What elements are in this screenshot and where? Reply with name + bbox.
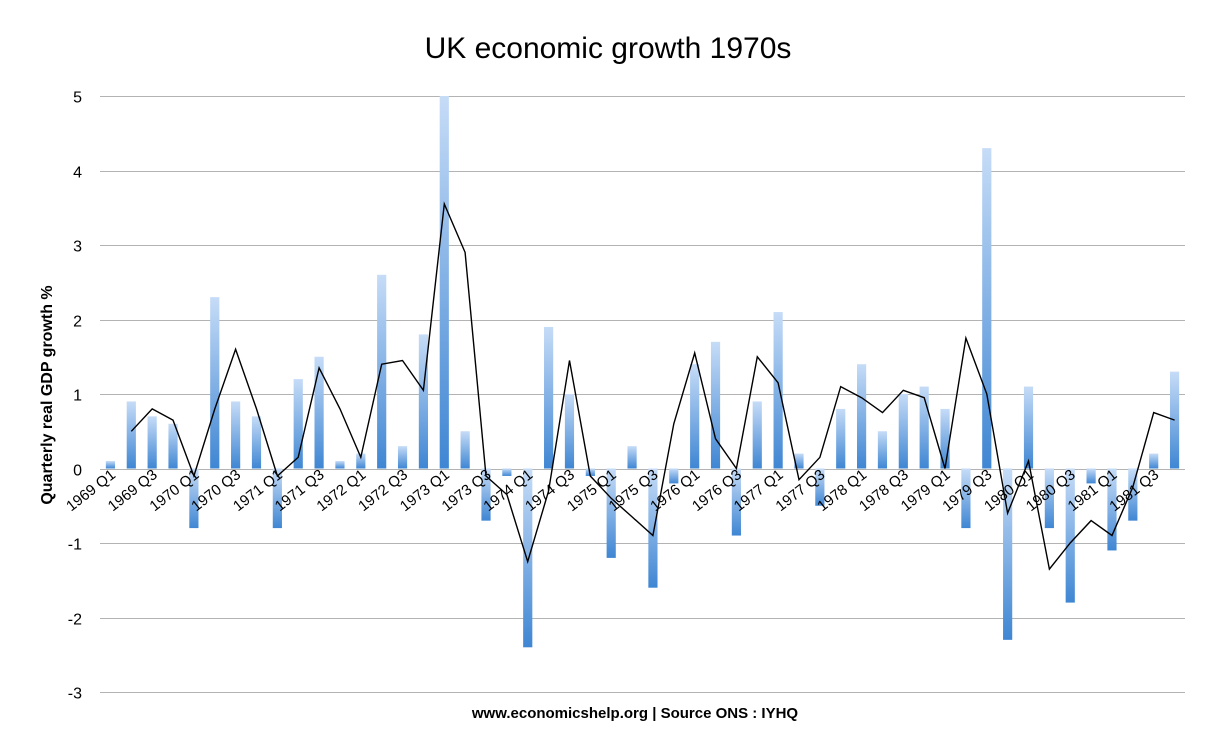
- bar: [272, 468, 282, 529]
- bar: [460, 431, 470, 469]
- bar: [564, 394, 575, 469]
- y-tick-label: 2: [73, 314, 82, 331]
- line-series: [130, 201, 1175, 571]
- bar: [397, 446, 408, 469]
- bar: [1044, 468, 1054, 529]
- bar: [1086, 468, 1096, 484]
- chart-title: UK economic growth 1970s: [425, 32, 792, 65]
- bar: [1065, 468, 1075, 603]
- bar: [523, 468, 533, 648]
- y-tick-label: 0: [73, 463, 82, 480]
- y-axis-ticks: -3 -2 -1 0 1 2 3 4 5: [68, 90, 82, 703]
- bar: [502, 468, 512, 476]
- bar: [439, 96, 449, 469]
- bar: [627, 446, 637, 469]
- y-tick-label: -1: [68, 537, 82, 554]
- bar: [940, 408, 950, 469]
- bar: [231, 401, 241, 469]
- series-line: [130, 201, 1175, 571]
- bar: [919, 386, 929, 469]
- bar: [210, 297, 220, 469]
- bar: [126, 401, 136, 469]
- bar: [669, 468, 679, 484]
- y-tick-label: 5: [73, 90, 82, 107]
- bar: [585, 468, 595, 476]
- bar: [856, 364, 867, 469]
- bar: [293, 379, 303, 469]
- bar: [690, 364, 700, 469]
- bar: [335, 461, 345, 469]
- y-tick-label: 1: [73, 388, 82, 405]
- gridlines: [100, 96, 1185, 693]
- bar: [836, 408, 846, 469]
- bar: [418, 334, 429, 469]
- x-axis-label: www.economicshelp.org | Source ONS : IYH…: [471, 705, 799, 722]
- y-tick-label: -3: [68, 686, 82, 703]
- bar: [314, 356, 324, 469]
- y-tick-label: 4: [73, 165, 82, 182]
- bar: [710, 341, 721, 469]
- bar: [356, 453, 366, 469]
- y-axis-label: Quarterly real GDP growth %: [39, 285, 56, 504]
- bar: [794, 453, 804, 469]
- bar: [877, 431, 888, 469]
- bar: [1128, 468, 1138, 521]
- bar: [898, 394, 908, 469]
- bar: [752, 401, 762, 469]
- bar: [481, 468, 491, 521]
- bar: [606, 468, 616, 558]
- bar: [731, 468, 741, 536]
- bar: [147, 416, 157, 469]
- bar: [168, 423, 178, 469]
- bar: [1023, 386, 1034, 469]
- bar: [544, 326, 554, 469]
- bar: [773, 312, 783, 469]
- bar: [189, 468, 199, 529]
- bar: [1003, 468, 1013, 640]
- bar: [1149, 453, 1159, 469]
- bar: [377, 274, 387, 469]
- y-tick-label: -2: [68, 612, 82, 629]
- y-tick-label: 3: [73, 239, 82, 256]
- bar: [648, 468, 658, 588]
- bar: [982, 148, 992, 469]
- bar: [815, 468, 825, 506]
- bar: [251, 416, 262, 469]
- bar: [105, 461, 116, 469]
- bar-series: [105, 96, 1180, 648]
- bar: [1107, 468, 1117, 551]
- bar: [961, 468, 971, 529]
